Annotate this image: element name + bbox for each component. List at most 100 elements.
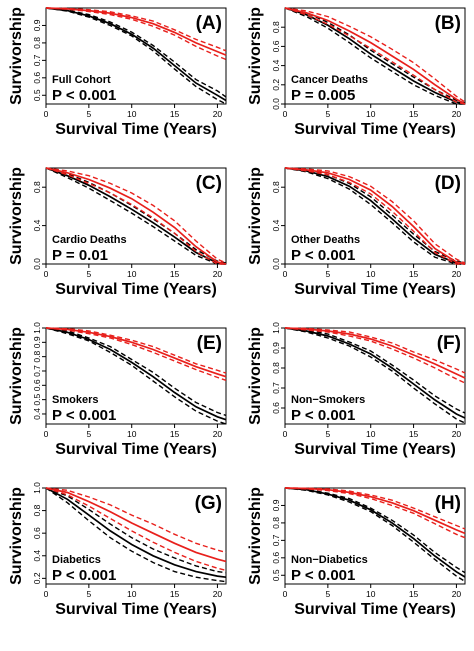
- x-tick-label: 0: [283, 589, 288, 599]
- red-upper-bound-line: [284, 7, 466, 103]
- black-lower-bound-line: [45, 167, 226, 265]
- subgroup-label: Other Deaths: [291, 234, 360, 246]
- x-tick-label: 15: [170, 269, 180, 279]
- red-survival-line: [284, 167, 466, 265]
- red-lower-bound-line: [45, 167, 226, 265]
- p-value-label: P < 0.001: [52, 407, 116, 424]
- x-axis-title: Survival Time (Years): [294, 601, 456, 618]
- red-survival-line: [284, 487, 466, 535]
- black-upper-bound-line: [45, 487, 227, 574]
- y-tick-label: 0.2: [32, 572, 42, 584]
- x-tick-label: 5: [86, 269, 91, 279]
- y-tick-label: 0.0: [32, 258, 42, 270]
- red-lower-bound-line: [45, 487, 227, 572]
- panel-e: 0 5 10 15 20 0.4 0.5 0.6 0.7 0.8 0.9 1.0 (E) SmokersP…: [8, 322, 227, 458]
- y-tick-label: 0.9: [271, 342, 281, 354]
- plot-frame: [284, 327, 466, 425]
- panel-label: (B): [435, 13, 461, 34]
- subgroup-label: Diabetics: [52, 554, 101, 566]
- x-tick-label: 15: [409, 269, 419, 279]
- x-tick-label: 0: [44, 429, 49, 439]
- red-survival-line: [45, 7, 227, 56]
- y-tick-label: 1.0: [32, 482, 42, 494]
- y-tick-label: 0.8: [32, 37, 42, 49]
- x-tick-label: 5: [86, 109, 91, 119]
- x-tick-label: 10: [127, 109, 137, 119]
- red-survival-line: [284, 7, 466, 105]
- x-tick-label: 15: [170, 109, 180, 119]
- x-tick-label: 10: [127, 269, 137, 279]
- y-tick-label: 0.7: [32, 365, 42, 377]
- y-tick-label: 0.6: [32, 527, 42, 539]
- y-tick-label: 0.4: [32, 408, 42, 420]
- x-tick-label: 5: [325, 269, 330, 279]
- x-tick-label: 15: [170, 429, 180, 439]
- black-lower-bound-line: [284, 327, 466, 424]
- plot-frame: [45, 487, 227, 585]
- y-tick-label: 0.4: [32, 550, 42, 562]
- y-tick-label: 0.8: [32, 504, 42, 516]
- red-survival-line: [284, 327, 466, 379]
- x-tick-label: 10: [366, 109, 376, 119]
- y-tick-label: 0.8: [32, 181, 42, 193]
- x-tick-label: 0: [44, 109, 49, 119]
- black-upper-bound-line: [284, 7, 466, 104]
- red-lower-bound-line: [45, 327, 227, 381]
- black-upper-bound-line: [284, 327, 466, 414]
- black-lower-bound-line: [284, 7, 465, 105]
- black-survival-line: [45, 327, 227, 421]
- panel-label: (H): [435, 493, 461, 514]
- subgroup-label: Non−Smokers: [291, 394, 365, 406]
- y-tick-label: 0.8: [271, 517, 281, 529]
- x-axis-title: Survival Time (Years): [55, 601, 217, 618]
- panel-label: (E): [197, 333, 222, 354]
- red-survival-line: [45, 167, 227, 265]
- red-lower-bound-line: [284, 167, 465, 265]
- y-tick-label: 0.7: [32, 54, 42, 66]
- y-tick-label: 0.0: [271, 258, 281, 270]
- y-tick-label: 0.8: [32, 350, 42, 362]
- y-axis-title: Survivorship: [247, 487, 264, 585]
- y-axis-title: Survivorship: [8, 167, 25, 265]
- x-axis-title: Survival Time (Years): [55, 281, 217, 298]
- red-upper-bound-line: [45, 167, 227, 264]
- red-upper-bound-line: [284, 167, 466, 264]
- x-tick-label: 0: [283, 269, 288, 279]
- x-tick-label: 15: [409, 589, 419, 599]
- y-tick-label: 0.5: [32, 393, 42, 405]
- black-survival-line: [284, 167, 466, 265]
- red-survival-line: [45, 487, 227, 563]
- red-upper-bound-line: [45, 487, 227, 554]
- y-tick-label: 1.0: [271, 322, 281, 334]
- subgroup-label: Non−Diabetics: [291, 554, 368, 566]
- y-axis-title: Survivorship: [247, 327, 264, 425]
- y-tick-label: 0.6: [271, 402, 281, 414]
- panel-label: (A): [196, 13, 222, 34]
- p-value-label: P < 0.001: [291, 247, 355, 264]
- plot-frame: [45, 7, 227, 105]
- x-tick-label: 10: [366, 429, 376, 439]
- x-tick-label: 0: [44, 589, 49, 599]
- red-upper-bound-line: [45, 327, 227, 374]
- y-axis-title: Survivorship: [8, 327, 25, 425]
- subgroup-label: Full Cohort: [52, 74, 111, 86]
- x-tick-label: 15: [170, 589, 180, 599]
- x-tick-label: 20: [452, 269, 462, 279]
- y-tick-label: 0.5: [32, 89, 42, 101]
- plot-frame: [284, 167, 466, 265]
- p-value-label: P = 0.01: [52, 247, 108, 264]
- y-tick-label: 0.8: [271, 21, 281, 33]
- p-value-label: P < 0.001: [52, 567, 116, 584]
- x-axis-title: Survival Time (Years): [294, 281, 456, 298]
- x-tick-label: 20: [452, 429, 462, 439]
- x-tick-label: 0: [283, 429, 288, 439]
- panel-label: (C): [196, 173, 222, 194]
- subgroup-label: Smokers: [52, 394, 98, 406]
- subgroup-label: Cardio Deaths: [52, 234, 127, 246]
- x-tick-label: 10: [366, 269, 376, 279]
- p-value-label: P = 0.005: [291, 87, 355, 104]
- plot-frame: [284, 7, 466, 105]
